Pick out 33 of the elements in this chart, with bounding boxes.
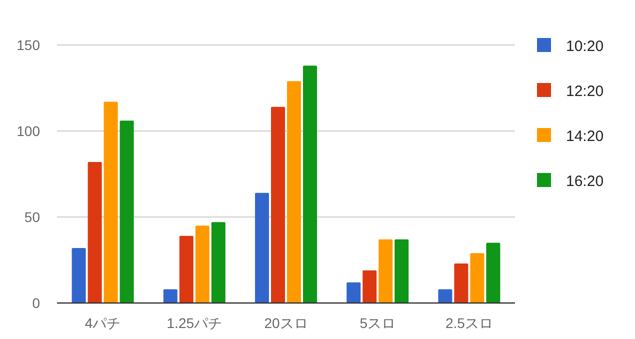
bar	[211, 222, 226, 303]
legend-label: 14:20	[566, 128, 604, 145]
y-tick-label: 0	[32, 295, 40, 311]
y-tick-label: 100	[16, 123, 40, 139]
bar	[120, 120, 134, 303]
bar	[104, 102, 118, 303]
bar	[163, 289, 178, 303]
bar	[346, 282, 361, 303]
x-tick-label: 1.25パチ	[166, 315, 222, 331]
bar	[438, 289, 452, 303]
bar	[378, 239, 393, 303]
x-tick-label: 5スロ	[360, 315, 396, 331]
legend-label: 12:20	[566, 83, 604, 100]
bar	[88, 162, 102, 303]
y-tick-label: 150	[16, 37, 40, 53]
bar	[72, 248, 86, 303]
legend-label: 16:20	[566, 173, 604, 190]
bar	[394, 239, 409, 303]
bar	[271, 106, 285, 303]
y-tick-label: 50	[24, 209, 40, 225]
bar	[179, 236, 194, 303]
x-tick-label: 4パチ	[84, 315, 121, 331]
legend-label: 10:20	[566, 38, 604, 55]
bar	[470, 253, 484, 303]
bar	[486, 242, 500, 303]
bar	[362, 270, 377, 303]
bar	[287, 81, 301, 303]
bar	[303, 66, 317, 303]
bar	[454, 263, 468, 303]
bar	[255, 192, 269, 303]
x-tick-label: 2.5スロ	[445, 315, 493, 331]
bar	[195, 226, 210, 303]
x-tick-label: 20スロ	[264, 315, 308, 331]
